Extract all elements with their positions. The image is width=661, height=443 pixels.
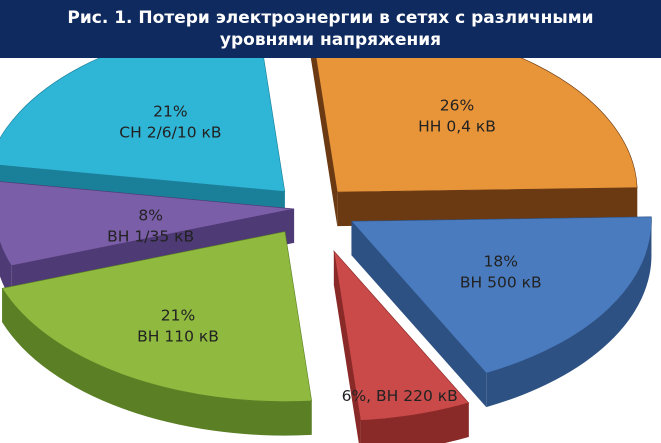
chart-title: Рис. 1. Потери электроэнергии в сетях с … bbox=[0, 0, 661, 58]
pie-slice-6 bbox=[315, 58, 638, 193]
slice-label-3: 21% ВН 110 кВ bbox=[137, 306, 219, 345]
pie-slice-3 bbox=[1, 231, 313, 402]
chart-title-line-2: уровнями напряжения bbox=[219, 30, 442, 50]
pie-slice-4 bbox=[0, 181, 295, 266]
slice-labels: 18% ВН 500 кВ 6%, ВН 220 кВ 21% ВН 110 кВ 8% В… bbox=[107, 96, 541, 404]
slice-label-6: 26% НН 0,4 кВ bbox=[418, 96, 496, 135]
pie-slice-1 bbox=[350, 216, 652, 374]
slice-label-5: 21% СН 2/6/10 кВ bbox=[119, 102, 221, 141]
chart-title-line-1: Рис. 1. Потери электроэнергии в сетях с … bbox=[67, 8, 594, 28]
slice-label-4: 8% ВН 1/35 кВ bbox=[107, 207, 194, 246]
slice-tops bbox=[0, 58, 652, 421]
pie-chart: 18% ВН 500 кВ 6%, ВН 220 кВ 21% ВН 110 кВ 8% В… bbox=[0, 58, 652, 443]
slice-label-2: 6%, ВН 220 кВ bbox=[342, 387, 458, 405]
pie-slice-2 bbox=[333, 250, 470, 421]
pie-slice-5 bbox=[0, 58, 286, 192]
slice-label-1: 18% ВН 500 кВ bbox=[460, 252, 542, 291]
